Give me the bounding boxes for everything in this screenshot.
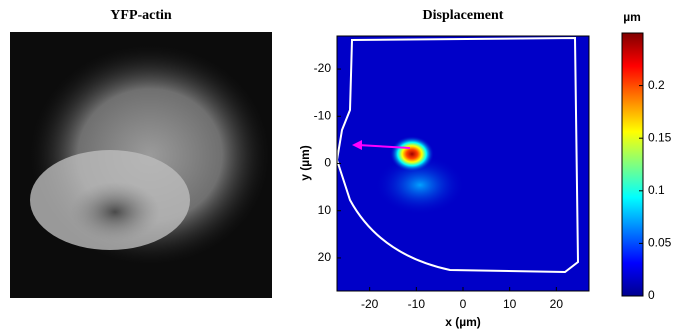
x-tick-label: -20: [361, 297, 379, 311]
colorbar-label: µm: [623, 10, 641, 24]
colorbar-tick-label: 0: [648, 288, 655, 302]
cell-outline: [335, 36, 580, 274]
y-tick-label: 20: [318, 250, 332, 264]
field: [375, 155, 465, 215]
y-tick-label: -20: [314, 61, 332, 75]
y-label: y (µm): [298, 145, 312, 181]
arrow-head: [352, 140, 362, 150]
hotspot: [390, 136, 434, 172]
x-tick-label: 10: [503, 297, 517, 311]
panel-title: Displacement: [423, 8, 504, 23]
x-tick-label: -10: [408, 297, 426, 311]
nucleus: [70, 182, 160, 242]
colorbar-tick-label: 0.1: [648, 183, 665, 197]
colorbar-tick-label: 0.05: [648, 236, 672, 250]
y-tick-label: 10: [318, 203, 332, 217]
y-tick-label: -10: [314, 108, 332, 122]
x-tick-label: 0: [460, 297, 467, 311]
force-arrow: [357, 144, 411, 149]
x-label: x (µm): [445, 315, 481, 329]
colorbar: [621, 32, 644, 297]
x-tick-label: 20: [550, 297, 564, 311]
colorbar-tick-label: 0.2: [648, 78, 665, 92]
colorbar-tick-label: 0.15: [648, 130, 672, 144]
y-tick-label: 0: [324, 156, 331, 170]
heatmap-bg: [337, 36, 589, 291]
panel-title: YFP-actin: [110, 8, 172, 23]
